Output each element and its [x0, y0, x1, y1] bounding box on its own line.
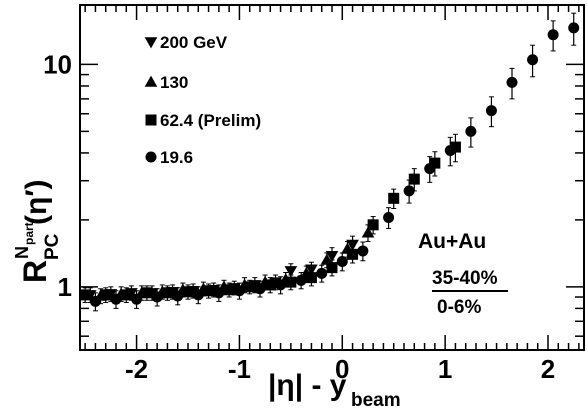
y-tick-label: 1 [58, 272, 72, 302]
data-markers [79, 22, 580, 307]
data-point-square [161, 287, 173, 299]
data-point-square [145, 114, 157, 126]
y-axis-title-subscript: PC [42, 233, 63, 260]
data-point-circle [357, 245, 369, 257]
system-annotation: Au+Au [418, 230, 486, 253]
axis-ticks [80, 5, 584, 350]
data-point-square [182, 286, 194, 298]
y-axis-title-superscript: N [12, 246, 32, 259]
legend-label: 19.6 [160, 148, 193, 167]
y-tick-labels: 1 10 [43, 49, 72, 301]
data-point-circle [213, 287, 225, 299]
x-tick-labels: -2 -1 0 1 2 [125, 354, 555, 384]
data-point-triangle-up [320, 253, 334, 265]
y-axis-title-superscript-sub: part [22, 222, 36, 245]
data-point-circle [547, 29, 559, 41]
data-point-square [285, 276, 297, 288]
legend-label: 62.4 (Prelim) [160, 111, 261, 130]
x-tick-label: 0 [335, 354, 349, 384]
x-axis-title-subscript: beam [351, 390, 401, 411]
x-axis-title: |η| - y beam [268, 369, 401, 411]
data-point-square [244, 281, 256, 293]
ratio-numerator: 35-40% [432, 268, 498, 289]
y-axis-title-main: R [17, 260, 53, 283]
data-point-circle [424, 163, 436, 175]
y-axis-title-argument: (η′) [20, 180, 53, 226]
data-point-circle [485, 105, 497, 117]
data-point-circle [295, 274, 307, 286]
data-point-square [408, 173, 420, 185]
data-point-circle [465, 125, 477, 137]
data-point-circle [527, 54, 539, 66]
data-point-square [141, 287, 153, 299]
y-tick-label: 10 [43, 49, 72, 79]
x-tick-label: 1 [438, 354, 452, 384]
data-point-circle [383, 211, 395, 223]
data-point-circle [254, 283, 266, 295]
x-axis-title-main: |η| - y [268, 369, 347, 402]
data-point-square [79, 289, 91, 301]
data-point-triangle-down [144, 37, 158, 49]
data-point-circle [110, 293, 122, 305]
data-point-circle [336, 255, 348, 267]
data-point-triangle-down [346, 239, 359, 251]
data-point-square [223, 284, 235, 296]
data-point-square [449, 141, 461, 153]
data-point-circle [151, 291, 163, 303]
data-point-circle [192, 289, 204, 301]
x-tick-label: -2 [125, 354, 148, 384]
data-point-circle [89, 295, 101, 307]
data-point-circle [275, 279, 287, 291]
legend: 200 GeV 130 62.4 (Prelim) 19.6 [144, 33, 261, 167]
data-point-square [367, 219, 379, 231]
data-point-circle [145, 151, 157, 163]
data-point-square [429, 157, 441, 169]
ratio-denominator: 0-6% [437, 297, 481, 318]
x-tick-label: -1 [228, 354, 251, 384]
data-point-circle [172, 290, 184, 302]
data-point-square [326, 262, 338, 274]
data-point-square [203, 285, 215, 297]
data-point-square [100, 289, 112, 301]
legend-label: 130 [160, 73, 188, 92]
data-point-triangle-up [144, 75, 158, 87]
data-point-triangle-down [305, 264, 318, 276]
data-point-triangle-up [361, 226, 375, 238]
data-point-circle [131, 293, 143, 305]
y-axis-title: R PC N part (η′) [12, 180, 63, 284]
data-point-circle [233, 285, 245, 297]
data-point-circle [444, 145, 456, 157]
data-point-triangle-down [284, 266, 298, 278]
legend-label: 200 GeV [160, 33, 228, 52]
data-point-square [305, 272, 317, 284]
data-point-square [388, 192, 400, 204]
data-point-square [120, 289, 132, 301]
data-point-circle [403, 185, 415, 197]
x-tick-label: 2 [541, 354, 555, 384]
data-point-circle [316, 267, 328, 279]
data-point-square [264, 279, 276, 291]
data-point-circle [506, 76, 518, 88]
data-point-circle [568, 22, 580, 34]
data-point-triangle-down [325, 250, 339, 263]
data-point-square [347, 248, 359, 260]
